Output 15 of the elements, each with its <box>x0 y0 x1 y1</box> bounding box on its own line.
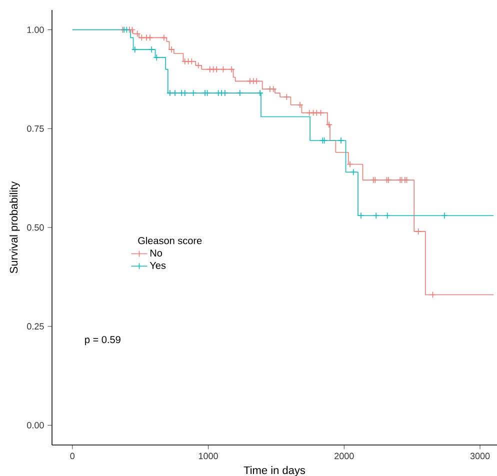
y-tick-label: 1.00 <box>27 26 44 33</box>
x-tick-label: 1000 <box>198 452 218 460</box>
y-tick-label: 0.75 <box>27 125 44 132</box>
legend-label: Yes <box>150 262 166 269</box>
annotation: p = 0.59 <box>85 336 120 346</box>
y-tick-label: 0.50 <box>27 224 44 231</box>
x-axis-title: Time in days <box>244 466 306 476</box>
y-axis-title: Survival probability <box>10 181 20 274</box>
y-tick-label: 0.25 <box>27 323 44 330</box>
x-tick-label: 0 <box>70 452 75 460</box>
x-tick-label: 3000 <box>470 452 490 460</box>
y-tick-label: 0.00 <box>27 422 44 428</box>
x-tick-label: 2000 <box>334 452 354 460</box>
legend-title: Gleason score <box>138 236 202 244</box>
legend-label: No <box>150 250 162 257</box>
